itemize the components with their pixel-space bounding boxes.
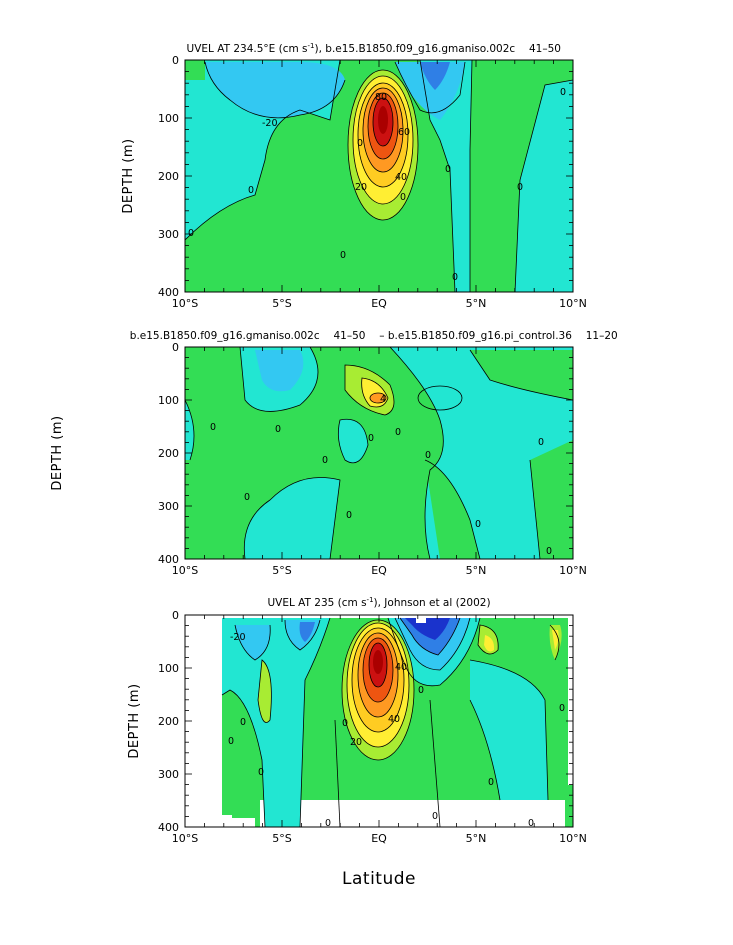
x-tick-label: EQ (371, 564, 387, 577)
contour-label: 0 (432, 811, 438, 822)
y-tick-label: 0 (172, 54, 179, 67)
y-tick-label: 400 (158, 286, 179, 299)
x-tick-label: 10°N (559, 564, 587, 577)
contour-label: 0 (340, 250, 346, 261)
y-tick-label: 0 (172, 609, 179, 622)
contour-label: 40 (388, 714, 400, 725)
x-tick-label: 10°S (172, 832, 198, 845)
contour-label: 0 (240, 717, 246, 728)
y-tick-label: 100 (158, 394, 179, 407)
contour-label: 0 (346, 510, 352, 521)
panel-2-title: b.e15.B1850.f09_g16.gmaniso.002c 41–50 –… (130, 330, 628, 342)
contour-label: 0 (400, 192, 406, 203)
contour-label: 20 (350, 737, 362, 748)
x-tick-label: 5°N (466, 832, 487, 845)
panel-3-title: UVEL AT 235 (cm s-1), Johnson et al (200… (267, 596, 490, 609)
contour-label: 60 (398, 127, 410, 138)
contour-label: 20 (355, 182, 367, 193)
panel-3-ylabel: DEPTH (m) (127, 683, 142, 758)
x-tick-label: EQ (371, 832, 387, 845)
panel-2: b.e15.B1850.f09_g16.gmaniso.002c 41–50 –… (50, 330, 628, 577)
contour-label: 0 (322, 455, 328, 466)
panel-2-ylabel: DEPTH (m) (50, 415, 65, 490)
contour-label: 0 (546, 546, 552, 557)
x-tick-label: 5°S (272, 832, 291, 845)
y-tick-label: 300 (158, 228, 179, 241)
contour-label: 0 (517, 182, 523, 193)
contour-label: 0 (559, 703, 565, 714)
panel-1-ylabel: DEPTH (m) (121, 138, 136, 213)
contour-label: 0 (560, 87, 566, 98)
contour-label: -20 (262, 118, 278, 129)
panel-2-field: 0 0 4 0 0 0 0 0 0 0 0 0 (185, 347, 573, 559)
x-tick-label: 5°S (272, 564, 291, 577)
panel-1-title: UVEL AT 234.5°E (cm s-1), b.e15.B1850.f0… (187, 42, 572, 55)
y-tick-label: 200 (158, 715, 179, 728)
contour-label: 0 (244, 492, 250, 503)
x-tick-label: 10°N (559, 297, 587, 310)
contour-label: 0 (445, 164, 451, 175)
contour-label: 0 (342, 718, 348, 729)
contour-label: 0 (475, 519, 481, 530)
x-tick-label: 5°N (466, 564, 487, 577)
contour-label: 0 (228, 736, 234, 747)
y-tick-label: 200 (158, 447, 179, 460)
contour-label: 0 (488, 777, 494, 788)
contour-label: -20 (230, 632, 246, 643)
contour-label: 0 (258, 767, 264, 778)
y-tick-label: 100 (158, 662, 179, 675)
contour-label: 4 (380, 394, 386, 405)
y-tick-label: 100 (158, 112, 179, 125)
x-tick-label: 10°S (172, 564, 198, 577)
contour-label: 0 (275, 424, 281, 435)
y-tick-label: 200 (158, 170, 179, 183)
panel-3: UVEL AT 235 (cm s-1), Johnson et al (200… (127, 596, 587, 889)
x-tick-label: 5°S (272, 297, 291, 310)
contour-label: 40 (395, 172, 407, 183)
x-tick-label: 10°S (172, 297, 198, 310)
y-tick-label: 400 (158, 821, 179, 834)
contour-label: 0 (425, 450, 431, 461)
contour-label: 0 (418, 685, 424, 696)
y-tick-label: 300 (158, 768, 179, 781)
contour-label: 0 (188, 228, 194, 239)
contour-label: 0 (325, 818, 331, 829)
panel-1: UVEL AT 234.5°E (cm s-1), b.e15.B1850.f0… (121, 42, 587, 310)
y-tick-label: 300 (158, 500, 179, 513)
contour-label: 0 (452, 272, 458, 283)
y-tick-label: 400 (158, 553, 179, 566)
contour-label: 40 (395, 662, 407, 673)
contour-label: 0 (368, 433, 374, 444)
contour-label: 0 (395, 427, 401, 438)
contour-label: 0 (538, 437, 544, 448)
contour-label: 80 (375, 92, 387, 103)
x-tick-label: 10°N (559, 832, 587, 845)
x-tick-label: EQ (371, 297, 387, 310)
contour-label: 0 (357, 138, 363, 149)
panel-1-field: -20 0 20 40 60 80 0 0 0 0 0 0 0 0 (185, 60, 573, 292)
x-tick-label: 5°N (466, 297, 487, 310)
contour-label: 0 (528, 818, 534, 829)
contour-label: 0 (248, 185, 254, 196)
y-tick-label: 0 (172, 341, 179, 354)
panel-3-xlabel: Latitude (342, 869, 416, 889)
panel-3-field: -20 20 40 40 0 0 0 0 0 0 0 0 0 0 (185, 615, 573, 829)
contour-label: 0 (210, 422, 216, 433)
